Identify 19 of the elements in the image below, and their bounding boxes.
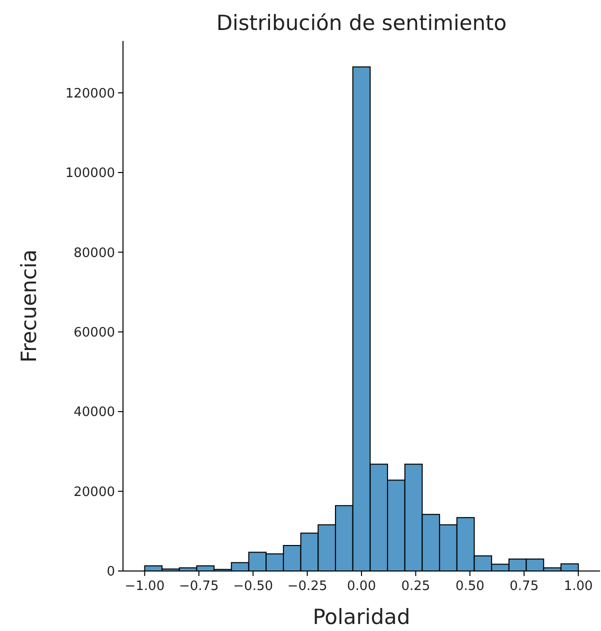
x-tick-label: 0.00 bbox=[347, 579, 376, 594]
x-tick-label: 0.50 bbox=[455, 579, 484, 594]
y-tick-label: 40000 bbox=[74, 405, 115, 420]
y-tick-label: 60000 bbox=[74, 325, 115, 340]
y-tick-label: 0 bbox=[106, 564, 115, 580]
x-axis-title: Polaridad bbox=[312, 605, 410, 629]
y-tick-label: 20000 bbox=[74, 484, 115, 500]
y-tick-label: 80000 bbox=[74, 246, 115, 261]
chart-title: Distribución de sentimiento bbox=[216, 11, 507, 35]
x-tick-label: 0.25 bbox=[401, 579, 430, 594]
x-tick-label: −1.00 bbox=[124, 579, 165, 594]
x-tick-label: −0.50 bbox=[233, 579, 274, 594]
y-axis-title: Frecuencia bbox=[17, 250, 41, 362]
y-tick-label: 120000 bbox=[65, 86, 115, 102]
y-tick-label: 100000 bbox=[65, 166, 115, 182]
x-tick-label: 0.75 bbox=[510, 579, 539, 594]
x-tick-label: −0.25 bbox=[287, 579, 328, 594]
x-tick-label: −0.75 bbox=[178, 579, 219, 594]
x-tick-label: 1.00 bbox=[564, 579, 593, 594]
